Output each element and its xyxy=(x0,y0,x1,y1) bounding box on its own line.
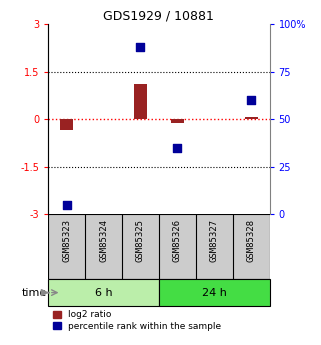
Bar xyxy=(134,84,147,119)
Point xyxy=(175,145,180,150)
Text: GSM85326: GSM85326 xyxy=(173,219,182,262)
Bar xyxy=(48,279,159,306)
Point xyxy=(248,97,254,103)
Text: GSM85325: GSM85325 xyxy=(136,219,145,262)
Text: GSM85323: GSM85323 xyxy=(62,219,71,262)
Text: GSM85324: GSM85324 xyxy=(99,219,108,262)
Point xyxy=(138,44,143,50)
Text: GSM85327: GSM85327 xyxy=(210,219,219,262)
Point xyxy=(64,202,69,207)
Text: 24 h: 24 h xyxy=(202,288,227,298)
Text: time: time xyxy=(22,288,48,298)
Text: GSM85328: GSM85328 xyxy=(247,219,256,262)
Bar xyxy=(159,279,270,306)
Bar xyxy=(60,119,73,130)
Text: 6 h: 6 h xyxy=(95,288,112,298)
Bar xyxy=(171,119,184,123)
Title: GDS1929 / 10881: GDS1929 / 10881 xyxy=(103,10,214,23)
Legend: log2 ratio, percentile rank within the sample: log2 ratio, percentile rank within the s… xyxy=(53,310,221,331)
Bar xyxy=(245,117,258,119)
